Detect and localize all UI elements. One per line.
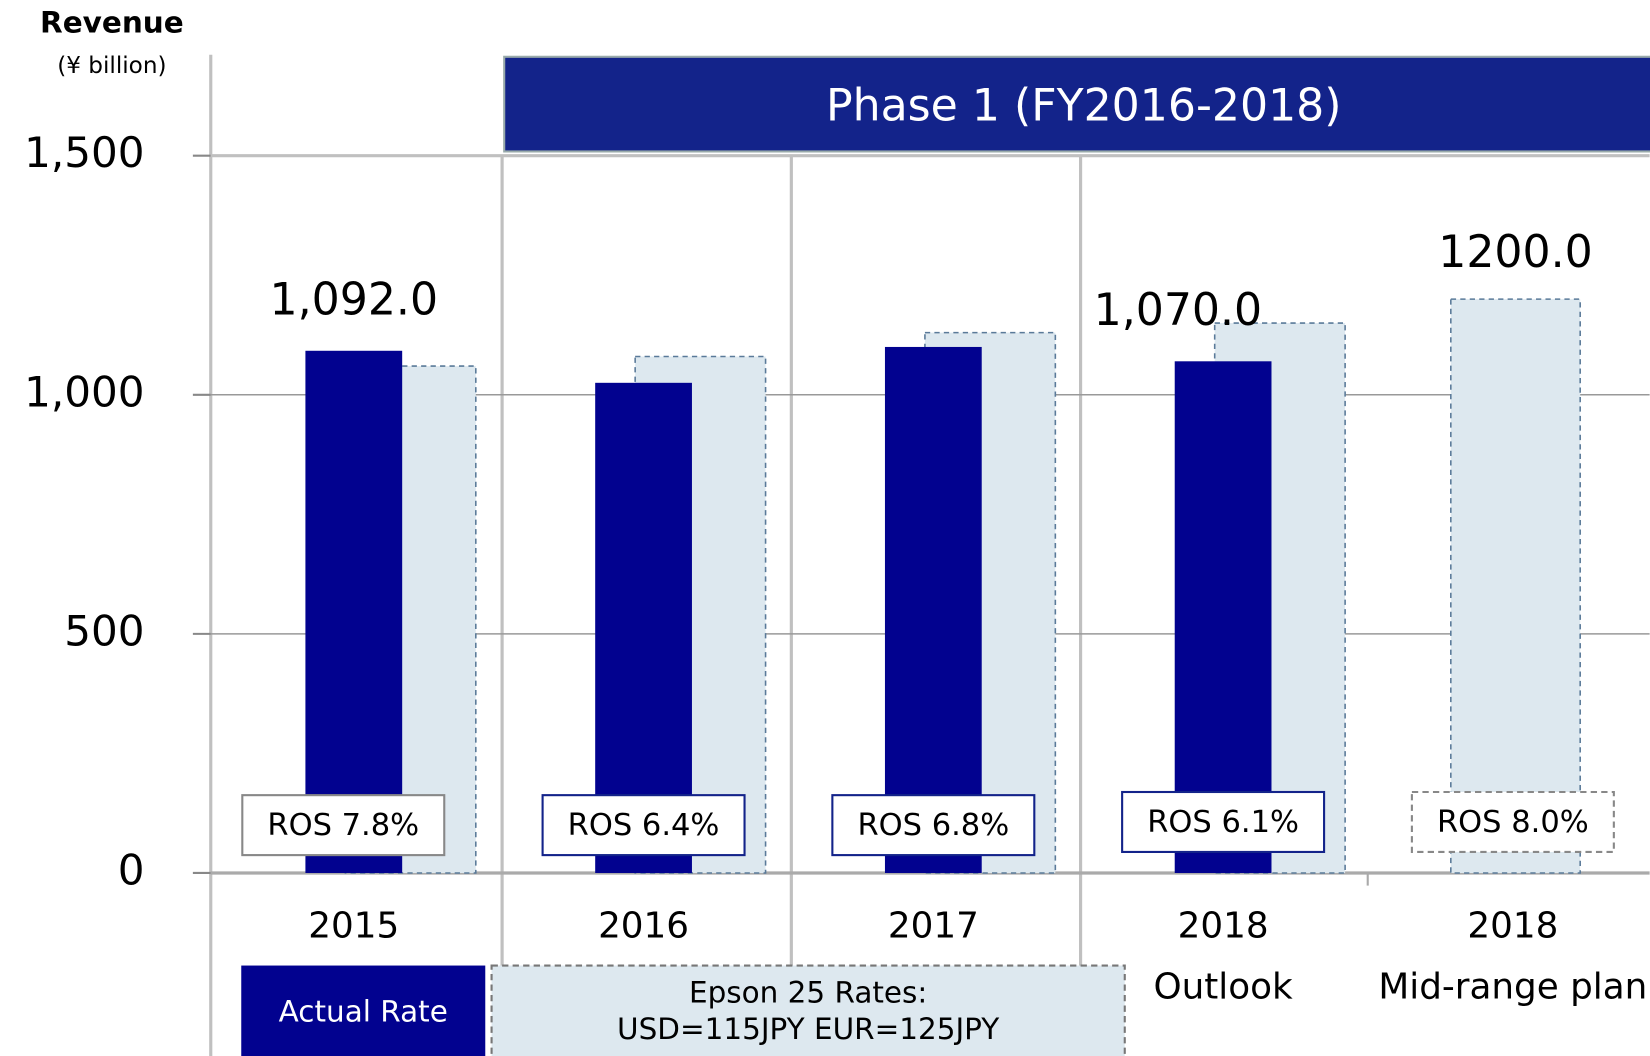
y-tick-label: 0 [118, 845, 145, 894]
ros-label: ROS 6.1% [1147, 805, 1299, 840]
x-tick-note: Outlook [1154, 967, 1293, 1008]
ros-box [831, 794, 1036, 857]
legend-swatch [490, 964, 1126, 1056]
x-tick-label: 2018 [1178, 906, 1269, 947]
ros-box [1410, 790, 1615, 854]
ros-box [1121, 790, 1326, 854]
x-tick-label: 2015 [308, 906, 399, 947]
data-label: 1,092.0 [270, 274, 439, 325]
legend-swatch [241, 965, 486, 1056]
x-tick-label: 2016 [598, 906, 689, 947]
y-tick-label: 500 [64, 606, 144, 655]
bar [595, 382, 692, 873]
bar [884, 346, 982, 873]
bar [1450, 298, 1581, 874]
legend-entry: Actual Rate [278, 993, 448, 1029]
x-tick-label: 2017 [888, 906, 979, 947]
data-label: 1,070.0 [1094, 285, 1263, 336]
phase-banner [503, 55, 1650, 153]
bar [1174, 361, 1272, 873]
y-tick-label: 1,000 [24, 367, 144, 416]
bar [305, 350, 403, 873]
legend-label: Actual Rate [278, 993, 448, 1029]
legend-entry: Epson 25 Rates: USD=115JPY EUR=125JPY [617, 975, 1000, 1047]
x-tick-label: 2018 [1467, 906, 1558, 947]
ros-label: ROS 7.8% [267, 808, 419, 843]
y-axis-label: Revenue [40, 6, 184, 40]
y-axis-unit: (¥ billion) [57, 53, 166, 79]
ros-label: ROS 6.8% [857, 808, 1009, 843]
ros-label: ROS 6.4% [568, 808, 720, 843]
ros-label: ROS 8.0% [1437, 805, 1589, 840]
ros-box [241, 794, 446, 857]
phase-banner-text: Phase 1 (FY2016-2018) [826, 80, 1342, 131]
legend-label: Epson 25 Rates: USD=115JPY EUR=125JPY [617, 975, 1000, 1047]
y-tick-label: 1,500 [24, 128, 144, 177]
x-tick-note: Mid-range plan [1378, 967, 1647, 1008]
ros-box [541, 794, 746, 857]
data-label: 1200.0 [1438, 227, 1593, 278]
